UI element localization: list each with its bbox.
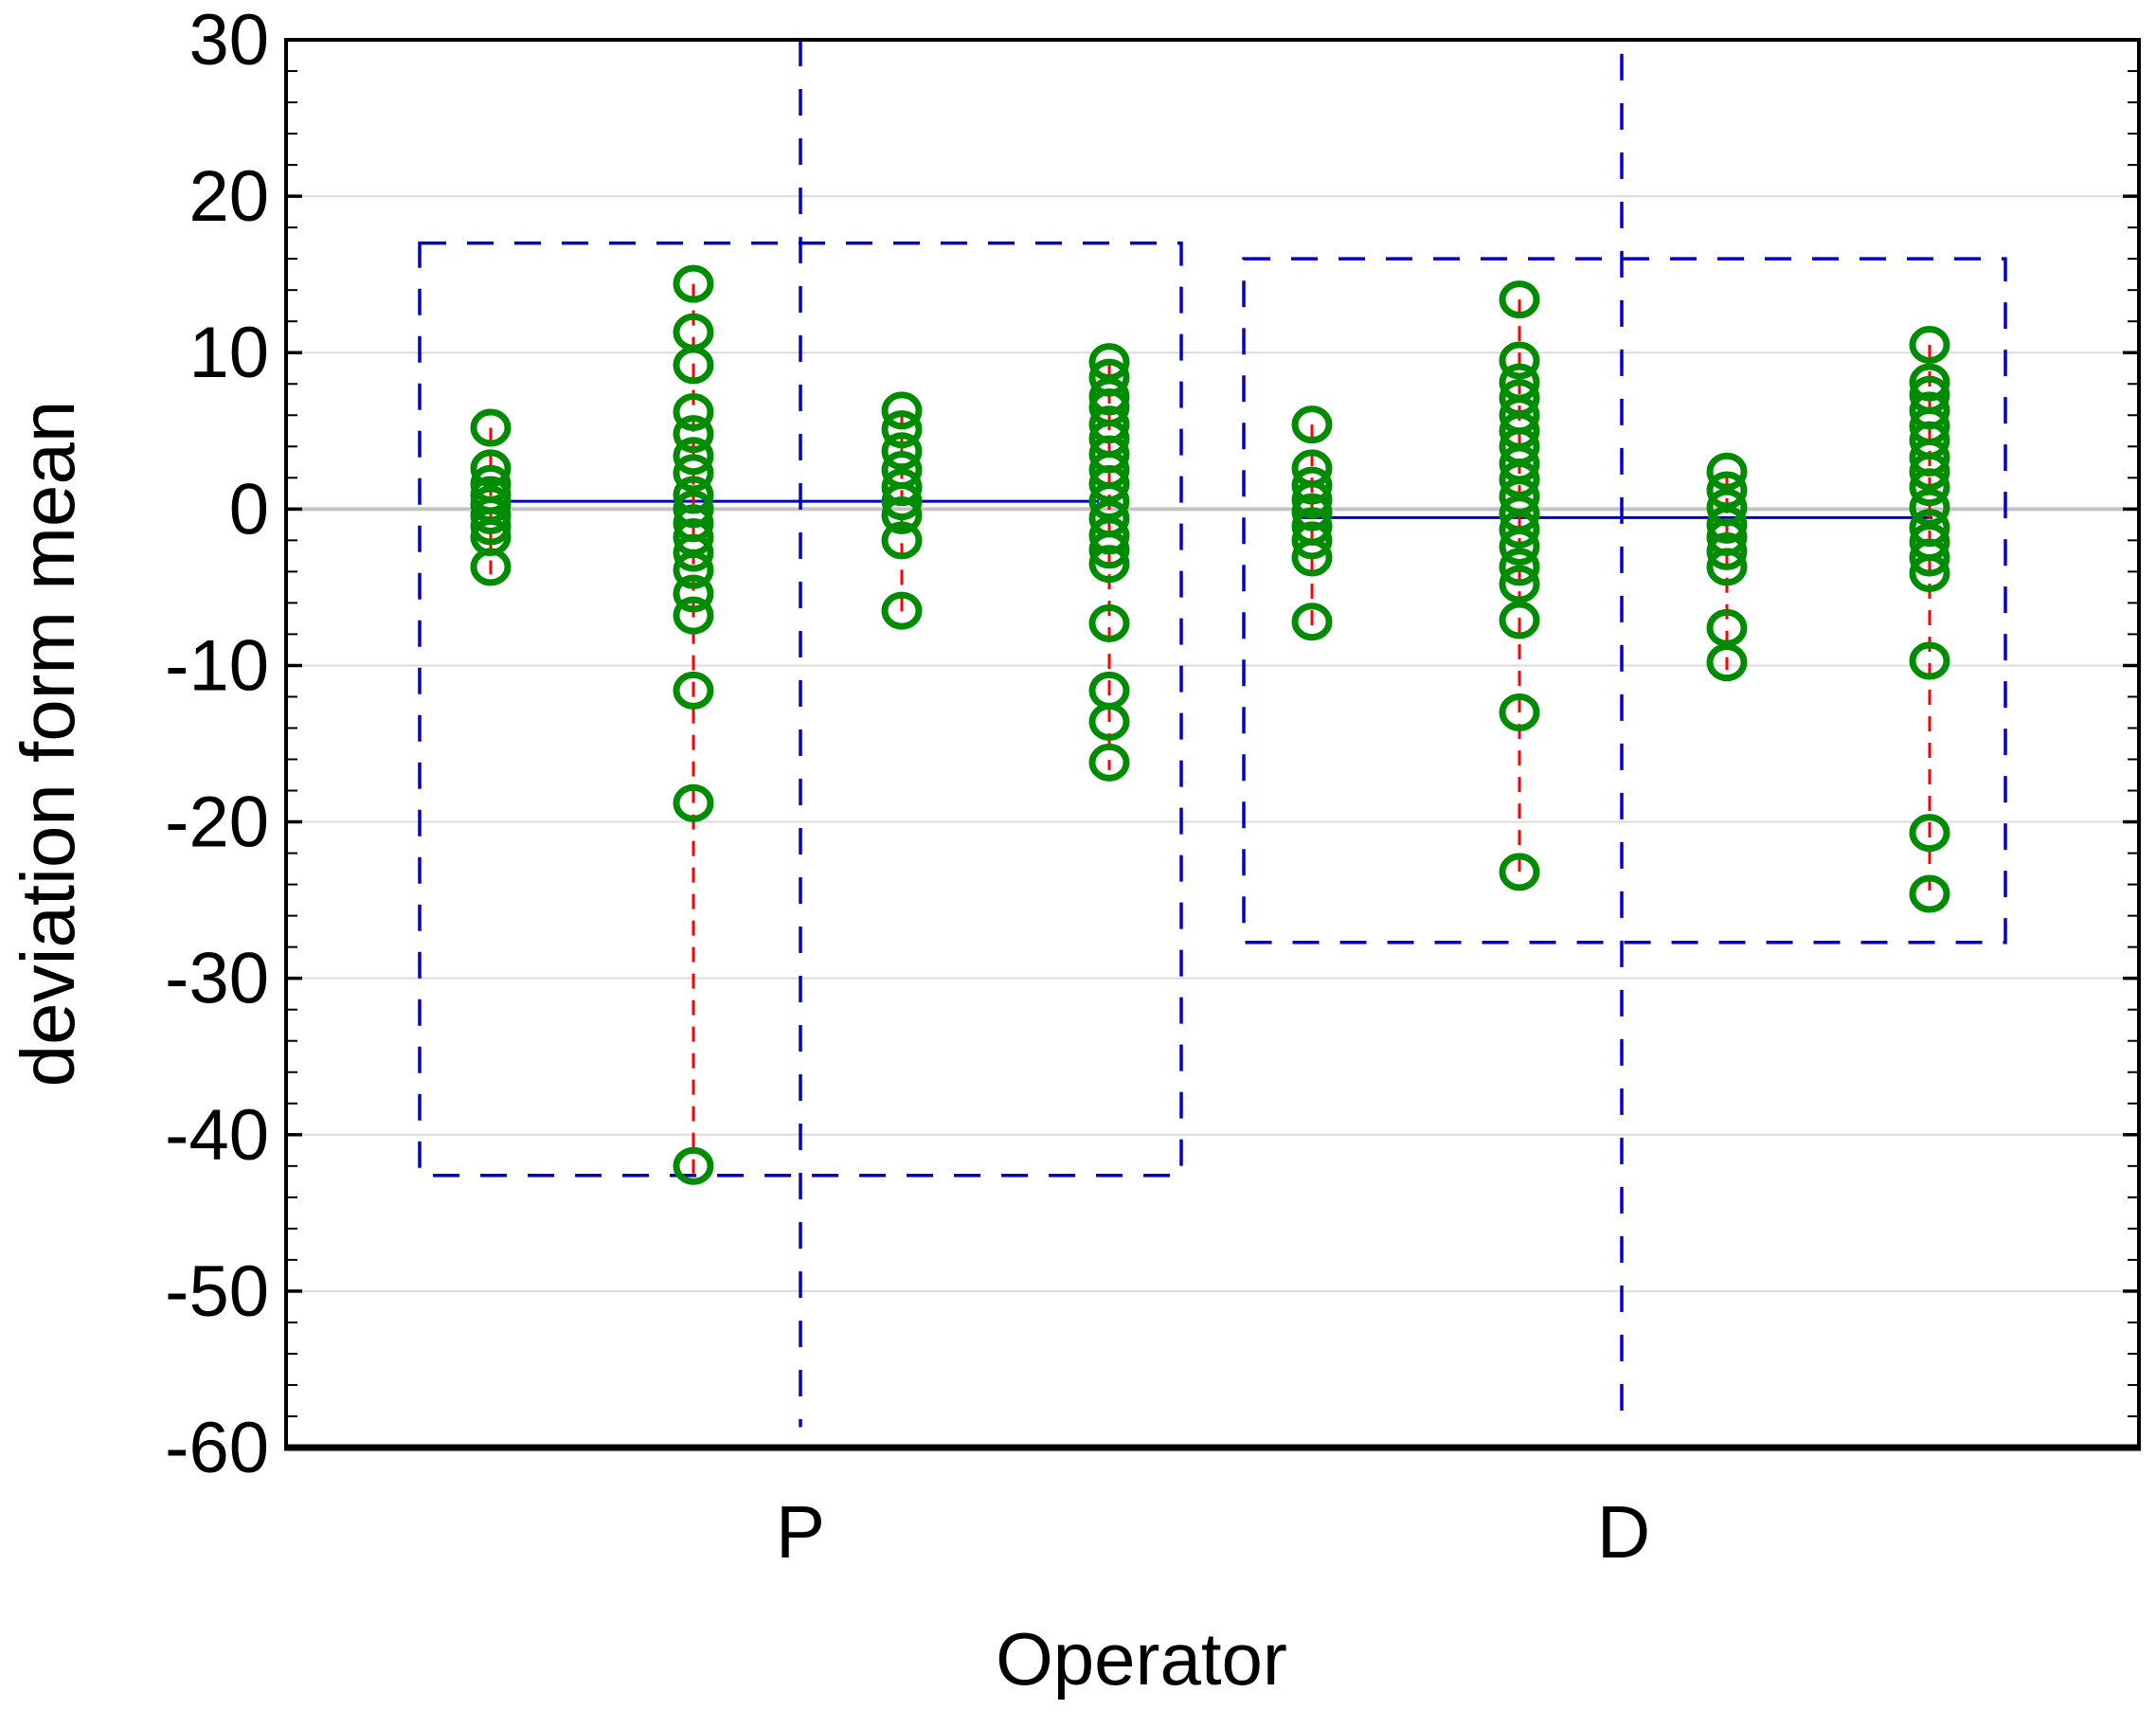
- y-tick-label: -50: [165, 1251, 269, 1332]
- data-point: [673, 454, 714, 493]
- data-point: [881, 495, 923, 534]
- data-point: [470, 495, 512, 534]
- y-tick-label: -30: [165, 939, 269, 1019]
- data-point: [673, 346, 714, 385]
- y-axis-title: deviation form mean: [6, 401, 90, 1088]
- data-point: [673, 574, 714, 613]
- data-point: [881, 410, 923, 449]
- y-tick-label: -10: [165, 625, 269, 706]
- data-point: [1088, 702, 1130, 741]
- data-point: [673, 415, 714, 454]
- data-point: [470, 507, 512, 546]
- data-point: [1088, 531, 1130, 569]
- data-point: [1499, 565, 1540, 603]
- data-point: [1909, 814, 1950, 853]
- y-tick-label: 30: [189, 0, 269, 81]
- data-point: [1499, 693, 1540, 731]
- x-category-label-d: D: [1597, 1490, 1650, 1574]
- data-point: [881, 432, 923, 471]
- data-point: [881, 482, 923, 521]
- data-point: [673, 550, 714, 589]
- data-point: [673, 783, 714, 822]
- data-point: [1291, 603, 1333, 641]
- data-point: [1291, 538, 1333, 577]
- data-point: [673, 671, 714, 710]
- data-point: [1909, 538, 1950, 577]
- data-point: [1088, 743, 1130, 782]
- y-tick-label: 20: [189, 156, 269, 237]
- data-point: [1499, 341, 1540, 380]
- data-point: [1909, 641, 1950, 680]
- data-point: [470, 449, 512, 488]
- data-point: [1909, 325, 1950, 364]
- data-point: [881, 521, 923, 560]
- data-point: [1088, 545, 1130, 584]
- data-point: [1706, 548, 1748, 586]
- data-point: [1909, 468, 1950, 507]
- data-point: [673, 1146, 714, 1185]
- data-point: [1706, 505, 1748, 544]
- data-point: [1499, 280, 1540, 319]
- y-tick-label: 10: [189, 313, 269, 393]
- data-point: [1499, 510, 1540, 549]
- x-category-label-p: P: [776, 1490, 825, 1574]
- data-point: [881, 591, 923, 630]
- data-point: [1499, 527, 1540, 566]
- data-point: [1706, 643, 1748, 682]
- data-point: [1499, 853, 1540, 891]
- y-tick-label: -60: [165, 1408, 269, 1488]
- data-point: [673, 437, 714, 476]
- data-point: [1499, 601, 1540, 639]
- data-point: [1291, 480, 1333, 519]
- data-point: [881, 391, 923, 430]
- y-tick-label: -40: [165, 1095, 269, 1176]
- data-point: [673, 533, 714, 572]
- x-axis-title: Operator: [996, 1617, 1287, 1701]
- data-point: [1291, 521, 1333, 560]
- data-point: [1291, 466, 1333, 505]
- data-point: [1909, 554, 1950, 593]
- data-point: [1909, 874, 1950, 913]
- data-point: [1088, 603, 1130, 642]
- data-point: [1291, 405, 1333, 444]
- data-point: [1706, 531, 1748, 570]
- data-point: [470, 408, 512, 447]
- data-point: [1499, 548, 1540, 586]
- data-point: [673, 596, 714, 635]
- data-point: [673, 392, 714, 431]
- plot-frame: [284, 38, 2141, 1449]
- data-point: [1706, 452, 1748, 491]
- data-point: [1909, 452, 1950, 491]
- data-point: [673, 264, 714, 303]
- range-box-d: [1242, 257, 2007, 945]
- y-tick-label: 0: [229, 469, 269, 549]
- range-box-p: [418, 241, 1183, 1178]
- data-point: [470, 548, 512, 586]
- y-tick-label: -20: [165, 783, 269, 863]
